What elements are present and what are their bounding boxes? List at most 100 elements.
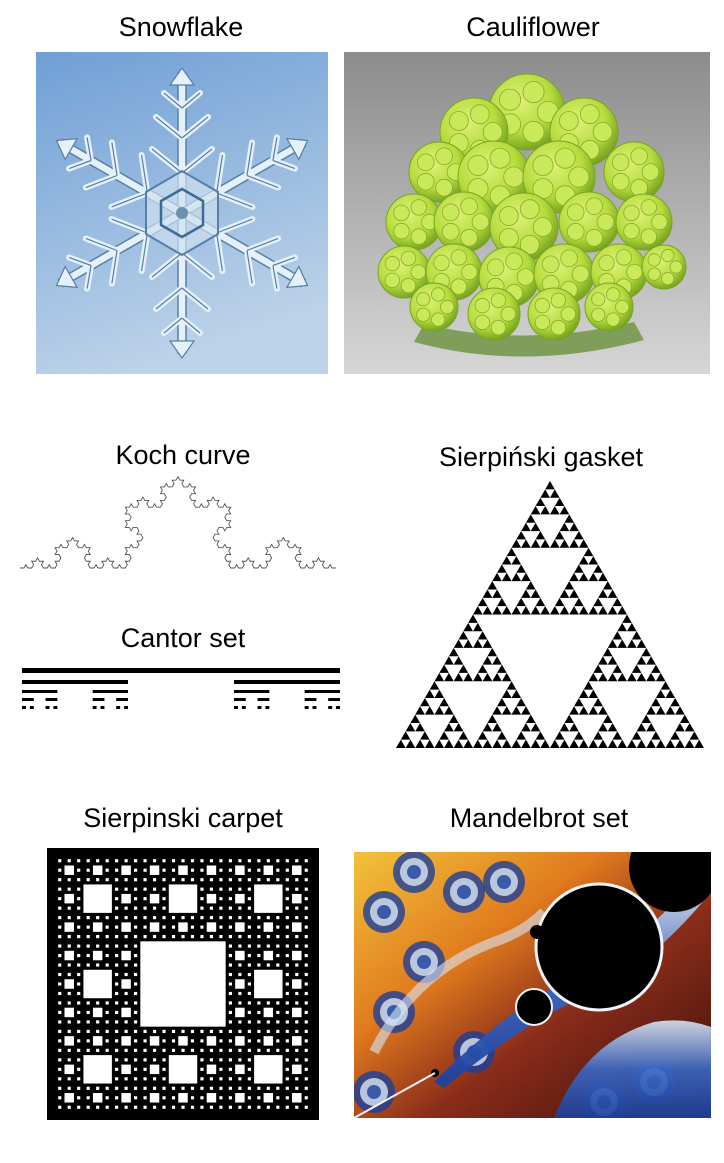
carpet-hole: [285, 944, 289, 948]
carpet-hole: [64, 865, 74, 875]
carpet-hole: [58, 972, 62, 977]
carpet-hole: [285, 859, 289, 863]
gasket-triangle: [448, 647, 459, 657]
cauliflower-floret: [384, 272, 401, 289]
cauliflower-floret: [441, 222, 460, 241]
carpet-hole: [58, 991, 62, 996]
carpet-hole: [86, 868, 90, 872]
carpet-hole: [67, 1001, 71, 1005]
carpet-hole: [263, 1093, 274, 1103]
gasket-triangle: [694, 739, 704, 748]
gasket-triangle: [641, 647, 652, 657]
gasket-triangle: [545, 481, 555, 490]
carpet-hole: [86, 1048, 90, 1052]
gasket-triangle: [583, 681, 594, 690]
gasket-triangle: [487, 714, 498, 723]
gasket-triangle: [530, 589, 541, 598]
carpet-hole: [77, 991, 81, 996]
carpet-hole: [304, 1058, 308, 1062]
carpet-hole: [162, 935, 166, 939]
carpet-hole: [200, 1058, 204, 1062]
cantor-segment: [328, 706, 333, 709]
carpet-hole: [162, 897, 166, 901]
gasket-triangle: [473, 672, 483, 682]
gasket-triangle: [670, 697, 680, 707]
gasket-triangle: [463, 622, 473, 632]
carpet-hole: [77, 1001, 81, 1005]
carpet-hole: [162, 1039, 166, 1043]
carpet-hole: [247, 868, 251, 872]
carpet-hole: [77, 925, 81, 929]
cantor-segment: [124, 706, 128, 709]
carpet-hole: [162, 925, 166, 929]
carpet-hole: [134, 897, 138, 901]
carpet-hole: [285, 887, 289, 891]
carpet-hole: [134, 1029, 138, 1033]
carpet-hole: [171, 1048, 176, 1052]
gasket-triangle: [569, 572, 579, 582]
gasket-triangle: [448, 714, 459, 723]
carpet-hole: [58, 1010, 62, 1015]
mandelbrot-swirl: [417, 955, 431, 969]
gasket-triangle: [525, 514, 536, 523]
gasket-triangle: [482, 606, 493, 615]
carpet-hole: [190, 916, 195, 920]
gasket-triangle: [617, 739, 627, 748]
carpet-hole: [219, 906, 223, 910]
gasket-triangle: [530, 522, 541, 532]
carpet-hole: [304, 991, 308, 996]
carpet-hole: [64, 1007, 74, 1018]
gasket-triangle: [607, 606, 618, 615]
carpet-hole: [143, 868, 147, 872]
gasket-triangle: [458, 631, 469, 640]
carpet-hole: [285, 991, 289, 996]
carpet-hole: [304, 925, 308, 929]
carpet-hole: [304, 1029, 308, 1033]
gasket-triangle: [646, 672, 656, 682]
carpet-hole: [304, 906, 308, 910]
carpet-hole: [295, 963, 299, 967]
carpet-hole: [263, 922, 274, 932]
carpet-hole: [92, 1093, 103, 1103]
carpet-hole: [285, 1058, 289, 1062]
carpet-hole: [190, 878, 195, 882]
cantor-segment: [304, 706, 309, 709]
carpet-hole: [209, 1077, 214, 1081]
gasket-triangle: [424, 706, 435, 715]
gasket-triangle: [578, 606, 589, 615]
cauliflower-floret: [393, 222, 410, 240]
cantor-segment: [336, 706, 340, 709]
gasket-triangle: [424, 739, 435, 748]
carpet-hole: [77, 916, 81, 920]
mandelbrot-swirl: [497, 875, 511, 889]
carpet-hole: [254, 969, 283, 999]
gasket-triangle: [602, 581, 613, 590]
cauliflower-floret: [579, 104, 600, 125]
carpet-hole: [304, 935, 308, 939]
carpet-hole: [143, 1086, 147, 1090]
carpet-hole: [209, 1086, 214, 1090]
carpet-hole: [124, 878, 128, 882]
koch-curve: [20, 476, 336, 569]
carpet-hole: [276, 925, 280, 929]
carpet-hole: [134, 1105, 138, 1109]
carpet-hole: [235, 1093, 245, 1103]
gasket-triangle: [521, 739, 531, 748]
carpet-hole: [304, 1048, 308, 1052]
carpet-hole: [171, 859, 176, 863]
cauliflower-floret: [384, 255, 401, 272]
carpet-hole: [247, 1067, 251, 1071]
carpet-hole: [121, 979, 131, 989]
cauliflower-floret: [474, 314, 491, 331]
carpet-hole: [292, 1007, 302, 1018]
gasket-triangle: [492, 706, 502, 715]
carpet-hole: [124, 944, 128, 948]
carpet-hole: [228, 1039, 232, 1043]
carpet-hole: [171, 1029, 176, 1033]
gasket-triangle: [636, 722, 647, 732]
carpet-hole: [304, 1020, 308, 1024]
carpet-hole: [121, 922, 131, 932]
carpet-hole: [134, 878, 138, 882]
carpet-hole: [143, 859, 147, 863]
gasket-triangle: [631, 664, 642, 673]
